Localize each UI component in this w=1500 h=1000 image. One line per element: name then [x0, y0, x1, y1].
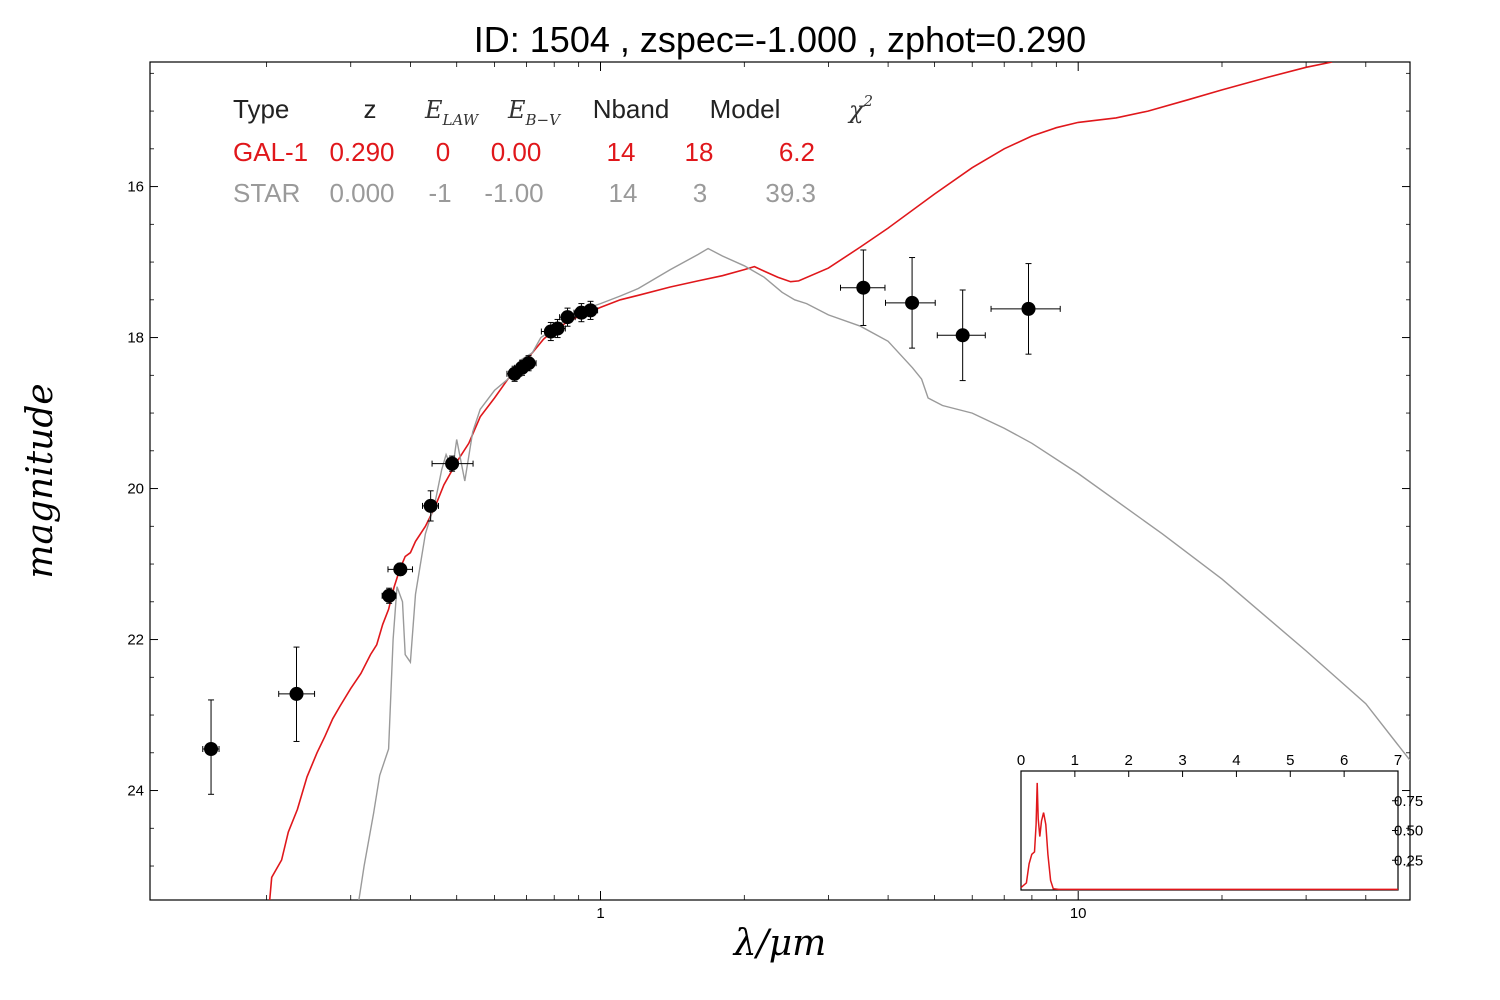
y-axis-label: magnitude — [20, 383, 61, 578]
legend-row-star-nband: 14 — [609, 178, 638, 208]
inset-y-tick-label: 0.75 — [1394, 793, 1423, 810]
inset-x-tick-label: 3 — [1178, 752, 1186, 769]
inset-x-tick-label: 4 — [1232, 752, 1240, 769]
legend-row-star-chi2: 39.3 — [765, 178, 816, 208]
x-axis-ticks: 1 10 — [266, 62, 1367, 922]
inset-x-tick-label: 5 — [1286, 752, 1294, 769]
legend-header-chi2: χ2 — [847, 92, 873, 124]
data-marker — [1021, 301, 1036, 316]
inset-y-tick-label: 0.25 — [1394, 852, 1423, 869]
inset-x-tick-label: 1 — [1071, 752, 1079, 769]
data-marker — [550, 321, 565, 336]
legend-row-galaxy-model: 18 — [685, 137, 714, 167]
inset-x-tick-label: 0 — [1017, 752, 1025, 769]
legend-row-galaxy-type: GAL-1 — [233, 137, 308, 167]
legend-row-star-ebv: -1.00 — [484, 178, 543, 208]
legend-row-star-elaw: -1 — [428, 178, 451, 208]
data-marker — [560, 310, 575, 325]
x-axis-label: λ/μm — [732, 923, 826, 964]
photometry-point — [202, 699, 220, 795]
x-tick-label: 10 — [1070, 905, 1087, 922]
legend-header-z: z — [364, 94, 377, 124]
inset-y-ticks: 0.25 0.50 0.75 — [1392, 793, 1423, 869]
photometry-point — [936, 289, 986, 382]
plot-frame — [149, 61, 1411, 901]
data-marker — [955, 328, 970, 343]
photometry-point — [278, 646, 316, 742]
data-marker — [204, 742, 219, 757]
data-marker — [393, 562, 408, 577]
photometry-point — [381, 587, 397, 604]
y-tick-label: 20 — [127, 481, 144, 498]
photometry-point — [387, 562, 413, 577]
legend-header-elaw: ELAW — [424, 96, 480, 129]
legend-header-ebv: EB−V — [507, 96, 562, 129]
y-tick-label: 24 — [127, 783, 144, 800]
inset-x-tick-label: 2 — [1125, 752, 1133, 769]
photometry-point — [559, 307, 576, 327]
inset-frame — [1020, 770, 1399, 891]
legend-row-star-model: 3 — [693, 178, 707, 208]
photometry-points — [202, 249, 1061, 795]
y-tick-label: 22 — [127, 632, 144, 649]
data-marker — [905, 295, 920, 310]
y-tick-label: 18 — [127, 330, 144, 347]
data-marker — [856, 280, 871, 295]
chart-title: ID: 1504 , zspec=-1.000 , zphot=0.290 — [474, 19, 1086, 60]
legend-table: Type z ELAW EB−V Nband Model χ2 GAL-1 0.… — [233, 92, 873, 208]
legend-row-star-z: 0.000 — [329, 178, 394, 208]
legend-header-nband: Nband — [593, 94, 670, 124]
legend-row-galaxy-chi2: 6.2 — [779, 137, 815, 167]
photometry-point — [431, 455, 474, 472]
data-marker — [583, 303, 598, 318]
photometry-point — [884, 257, 936, 349]
y-tick-label: 16 — [127, 179, 144, 196]
data-marker — [445, 456, 460, 471]
photometry-point — [990, 263, 1061, 355]
x-tick-label: 1 — [596, 905, 604, 922]
photometry-point — [840, 249, 886, 326]
photometry-point — [548, 318, 566, 339]
inset-x-tick-label: 7 — [1394, 752, 1402, 769]
data-marker — [521, 356, 536, 371]
legend-row-star-type: STAR — [233, 178, 300, 208]
legend-row-galaxy-elaw: 0 — [436, 137, 450, 167]
pdz-curve — [1020, 782, 1398, 891]
photometry-point — [422, 490, 440, 522]
legend-row-galaxy-nband: 14 — [607, 137, 636, 167]
data-marker — [382, 588, 397, 603]
pdz-inset: 0 1 2 3 4 5 6 7 0.25 0.50 0.75 — [1017, 752, 1423, 891]
legend-header-type: Type — [233, 94, 289, 124]
legend-row-galaxy-ebv: 0.00 — [491, 137, 542, 167]
inset-x-ticks: 0 1 2 3 4 5 6 7 — [1017, 752, 1402, 777]
inset-x-tick-label: 6 — [1340, 752, 1348, 769]
inset-curve-group — [1020, 782, 1398, 891]
legend-header-model: Model — [710, 94, 781, 124]
photometry-point — [520, 355, 537, 372]
data-marker — [289, 686, 304, 701]
legend-row-galaxy-z: 0.290 — [329, 137, 394, 167]
photometry-point — [582, 300, 599, 320]
data-marker — [423, 498, 438, 513]
inset-y-tick-label: 0.50 — [1394, 823, 1423, 840]
